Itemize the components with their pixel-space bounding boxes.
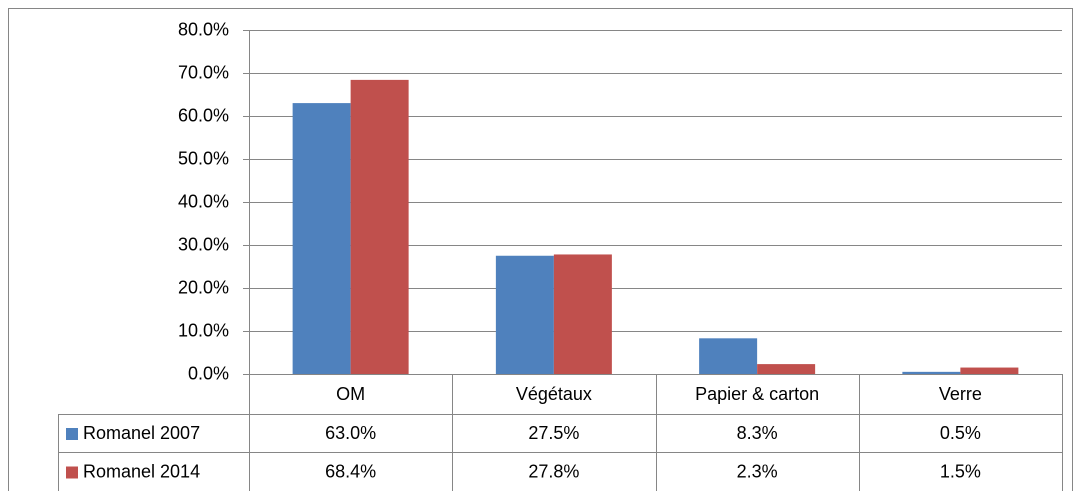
bar [902,371,961,374]
table-value: 63.0% [325,423,376,443]
legend-label: Romanel 2007 [83,423,200,443]
table-value: 2.3% [737,461,778,481]
bar [757,364,816,374]
y-tick-label: 80.0% [178,19,229,39]
chart-border [8,8,1073,491]
table-value: 68.4% [325,461,376,481]
legend-label: Romanel 2014 [83,461,200,481]
legend-key [66,466,78,479]
bar [553,254,612,374]
y-tick-label: 30.0% [178,234,229,254]
y-tick-label: 10.0% [178,320,229,340]
bar [292,103,351,374]
y-tick-label: 60.0% [178,105,229,125]
bar [699,338,758,374]
x-tick-label: Verre [939,384,982,404]
x-tick-label: Papier & carton [695,384,819,404]
y-tick-label: 0.0% [188,363,229,383]
legend-key [66,428,78,440]
y-tick-label: 40.0% [178,191,229,211]
table-value: 27.8% [528,461,579,481]
x-tick-label: OM [336,384,365,404]
table-value: 0.5% [940,423,981,443]
x-tick-label: Végétaux [516,384,592,404]
y-tick-label: 50.0% [178,148,229,168]
table-value: 8.3% [737,423,778,443]
table-value: 1.5% [940,461,981,481]
bar [495,255,554,374]
bar [350,79,409,374]
bar [960,367,1019,374]
y-tick-label: 20.0% [178,277,229,297]
y-tick-label: 70.0% [178,62,229,82]
table-value: 27.5% [528,423,579,443]
